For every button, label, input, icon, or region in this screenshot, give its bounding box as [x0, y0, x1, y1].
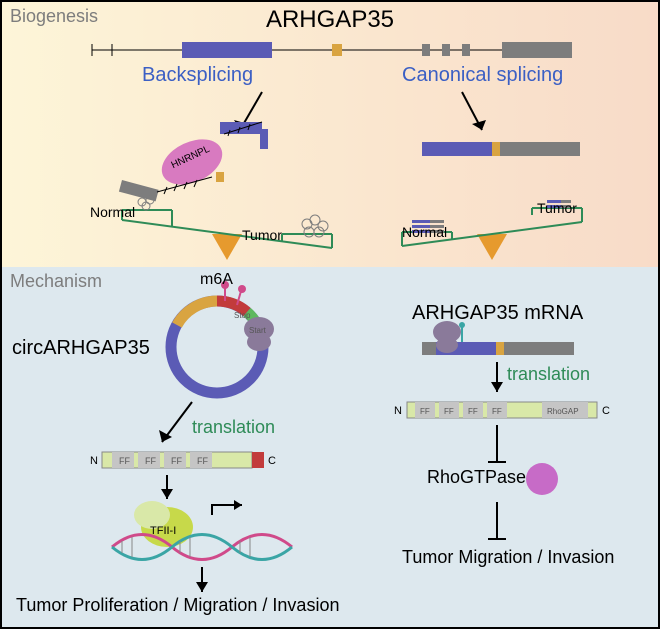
circ-label: circARHGAP35 [12, 337, 150, 360]
normal-left-label: Normal [90, 204, 135, 220]
outcome-left-label: Tumor Proliferation / Migration / Invasi… [16, 595, 339, 616]
biogenesis-label: Biogenesis [10, 6, 98, 27]
svg-text:C: C [268, 455, 276, 467]
m6a-label: m6A [200, 271, 233, 289]
svg-text:N: N [90, 455, 98, 467]
tfii-label: TFII-I [150, 525, 176, 537]
svg-text:FF: FF [420, 407, 430, 416]
svg-text:FF: FF [492, 407, 502, 416]
translation-right-label: translation [507, 364, 590, 385]
biogenesis-panel: Biogenesis ARHGAP35 [2, 2, 658, 267]
gene-title: ARHGAP35 [266, 6, 394, 34]
outcome-right-label: Tumor Migration / Invasion [402, 547, 614, 568]
mechanism-label: Mechanism [10, 271, 102, 292]
canonical-label: Canonical splicing [402, 64, 563, 87]
biogenesis-svg [2, 2, 660, 267]
stop-label-inline: Stop [234, 311, 251, 320]
svg-text:FF: FF [468, 407, 478, 416]
translation-left-label: translation [192, 417, 275, 438]
figure-root: Biogenesis ARHGAP35 [0, 0, 660, 629]
start-label-inline: Start [249, 326, 267, 335]
svg-text:FF: FF [444, 407, 454, 416]
hnrnpl-label: HNRNPL [170, 144, 212, 171]
svg-text:RhoGAP: RhoGAP [547, 407, 579, 416]
tumor-left-label: Tumor [242, 227, 282, 243]
svg-text:C: C [602, 405, 610, 417]
normal-right-label: Normal [402, 224, 447, 240]
svg-text:N: N [394, 405, 402, 417]
svg-text:FF: FF [145, 456, 156, 466]
rhogtpase-label: RhoGTPase [427, 467, 526, 488]
tumor-right-label: Tumor [537, 200, 577, 216]
svg-text:FF: FF [197, 456, 208, 466]
svg-text:FF: FF [171, 456, 182, 466]
backsplicing-label: Backsplicing [142, 64, 253, 87]
mrna-label: ARHGAP35 mRNA [412, 302, 583, 325]
svg-text:FF: FF [119, 456, 130, 466]
mechanism-panel: Mechanism Stop Start [2, 267, 658, 629]
